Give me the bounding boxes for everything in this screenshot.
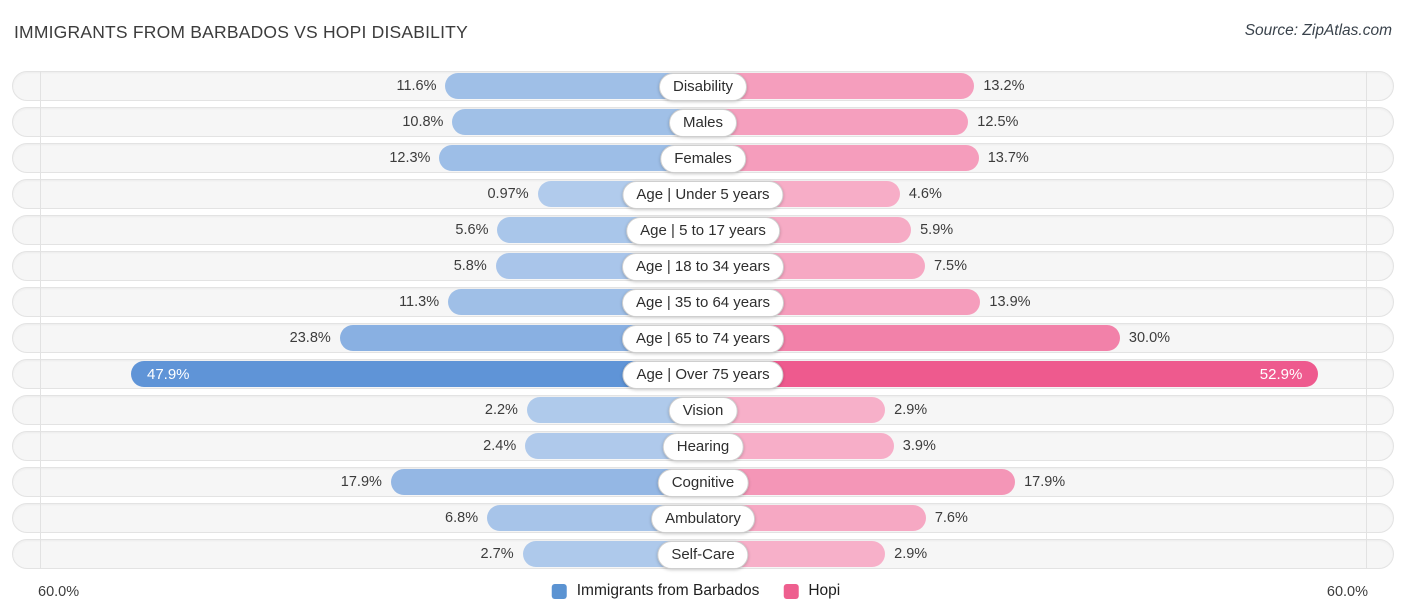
left-value-label: 5.6% [455, 222, 489, 238]
left-bar-immigrants-from-barbados[interactable] [439, 145, 703, 171]
left-value-label: 23.8% [289, 330, 331, 346]
butterfly-chart: 11.6% 13.2% Disability 10.8% 12.5% Males… [12, 71, 1394, 569]
legend-swatch-hopi [783, 583, 799, 599]
right-bar-hopi[interactable] [703, 109, 969, 135]
right-value-label: 7.5% [933, 258, 968, 274]
left-value-label: 0.97% [487, 186, 529, 202]
right-value-label: 13.7% [987, 150, 1029, 166]
category-label-pill: Vision [668, 396, 738, 425]
left-value-label: 2.2% [484, 402, 518, 418]
right-bar-hopi[interactable] [703, 361, 1319, 387]
right-bar-hopi[interactable] [703, 469, 1016, 495]
right-value-label: 13.9% [989, 294, 1031, 310]
left-bar-immigrants-from-barbados[interactable] [130, 361, 703, 387]
chart-row: 47.9% 52.9% Age | Over 75 years [12, 359, 1394, 389]
chart-row: 17.9% 17.9% Cognitive [12, 467, 1394, 497]
left-value-label: 12.3% [389, 150, 431, 166]
legend: Immigrants from Barbados Hopi [551, 582, 855, 600]
chart-row: 10.8% 12.5% Males [12, 107, 1394, 137]
chart-row: 5.8% 7.5% Age | 18 to 34 years [12, 251, 1394, 281]
category-label-pill: Age | Over 75 years [622, 360, 784, 389]
left-value-label: 11.6% [396, 78, 437, 94]
left-value-label: 47.9% [146, 366, 190, 383]
category-label-pill: Cognitive [657, 468, 749, 497]
left-value-label: 2.7% [480, 546, 514, 562]
legend-label-hopi: Hopi [808, 582, 841, 599]
right-value-label: 13.2% [983, 78, 1025, 94]
right-value-label: 17.9% [1024, 474, 1066, 490]
chart-row: 2.2% 2.9% Vision [12, 395, 1394, 425]
left-value-label: 11.3% [399, 294, 440, 310]
legend-label-immigrants-from-barbados: Immigrants from Barbados [576, 582, 760, 599]
right-value-label: 4.6% [908, 186, 942, 202]
right-value-label: 12.5% [977, 114, 1019, 130]
left-bar-immigrants-from-barbados[interactable] [452, 109, 703, 135]
right-bar-hopi[interactable] [703, 145, 979, 171]
category-label-pill: Age | 5 to 17 years [626, 216, 780, 245]
source-credit: Source: ZipAtlas.com [1244, 22, 1392, 39]
left-value-label: 17.9% [340, 474, 382, 490]
chart-row: 11.6% 13.2% Disability [12, 71, 1394, 101]
chart-row: 11.3% 13.9% Age | 35 to 64 years [12, 287, 1394, 317]
right-value-label: 2.9% [894, 402, 928, 418]
category-label-pill: Males [668, 108, 738, 137]
right-value-label: 3.9% [902, 438, 936, 454]
category-label-pill: Females [660, 144, 746, 173]
page-title: IMMIGRANTS FROM BARBADOS VS HOPI DISABIL… [14, 22, 468, 42]
left-value-label: 6.8% [445, 510, 479, 526]
category-label-pill: Disability [658, 72, 748, 101]
chart-row: 23.8% 30.0% Age | 65 to 74 years [12, 323, 1394, 353]
chart-row: 6.8% 7.6% Ambulatory [12, 503, 1394, 533]
left-value-label: 10.8% [402, 114, 444, 130]
category-label-pill: Hearing [662, 432, 744, 461]
category-label-pill: Age | 65 to 74 years [622, 324, 784, 353]
right-value-label: 2.9% [894, 546, 928, 562]
right-value-label: 52.9% [1259, 366, 1303, 383]
chart-row: 0.97% 4.6% Age | Under 5 years [12, 179, 1394, 209]
right-axis-max-label: 60.0% [1326, 584, 1368, 600]
left-value-label: 5.8% [453, 258, 487, 274]
category-label-pill: Age | 18 to 34 years [622, 252, 784, 281]
left-axis-max-label: 60.0% [38, 584, 80, 600]
chart-row: 12.3% 13.7% Females [12, 143, 1394, 173]
category-label-pill: Age | Under 5 years [622, 180, 784, 209]
right-value-label: 7.6% [934, 510, 968, 526]
chart-footer: 60.0% Immigrants from Barbados Hopi 60.0… [0, 575, 1406, 613]
chart-row: 5.6% 5.9% Age | 5 to 17 years [12, 215, 1394, 245]
chart-row: 2.7% 2.9% Self-Care [12, 539, 1394, 569]
category-label-pill: Ambulatory [651, 504, 755, 533]
legend-swatch-immigrants-from-barbados [551, 583, 567, 599]
category-label-pill: Age | 35 to 64 years [622, 288, 784, 317]
left-value-label: 2.4% [483, 438, 517, 454]
right-axis-gridline [1366, 71, 1367, 569]
right-value-label: 30.0% [1128, 330, 1171, 346]
right-value-label: 5.9% [920, 222, 954, 238]
right-bar-hopi[interactable] [703, 73, 975, 99]
category-label-pill: Self-Care [657, 540, 749, 569]
chart-header: IMMIGRANTS FROM BARBADOS VS HOPI DISABIL… [0, 0, 1406, 64]
chart-row: 2.4% 3.9% Hearing [12, 431, 1394, 461]
left-axis-gridline [40, 71, 41, 569]
left-bar-immigrants-from-barbados[interactable] [390, 469, 703, 495]
